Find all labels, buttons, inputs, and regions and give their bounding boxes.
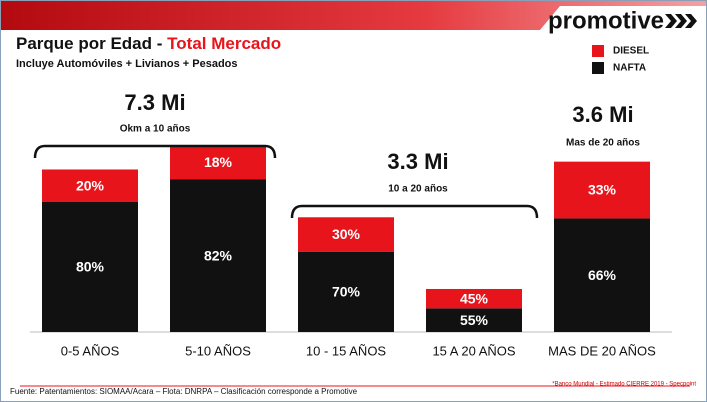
- group-label: Mas de 20 años: [566, 138, 640, 149]
- group-bracket: [290, 204, 539, 219]
- value-label: 45%: [460, 290, 489, 306]
- legend-swatch: [592, 45, 604, 57]
- source: Fuente: Patentamientos: SIOMAA/Acara – F…: [10, 387, 358, 396]
- bar-segment: [170, 179, 266, 332]
- title-part: Total Mercado: [167, 34, 281, 53]
- bar-segment: [42, 201, 138, 332]
- value-label: 55%: [460, 312, 489, 328]
- legend-label: DIESEL: [613, 46, 649, 57]
- bar-segment: [426, 288, 522, 309]
- group-bracket: [33, 144, 277, 159]
- title-part: Parque por Edad -: [16, 34, 162, 53]
- value-label: 66%: [588, 267, 617, 283]
- legend-swatch: [592, 62, 604, 74]
- bar-segment: [298, 217, 394, 252]
- group-total: 3.3 Mi: [387, 149, 448, 174]
- logo-chevrons: [665, 14, 697, 28]
- group-label: 10 a 20 años: [388, 184, 448, 195]
- group-total: 3.6 Mi: [572, 102, 633, 127]
- x-tick-label: 5-10 AÑOS: [185, 343, 251, 358]
- value-label: 20%: [76, 177, 105, 193]
- group-total: 7.3 Mi: [124, 90, 185, 115]
- value-label: 80%: [76, 259, 105, 275]
- bar-segment: [426, 308, 522, 332]
- x-tick-label: MAS DE 20 AÑOS: [548, 343, 656, 358]
- value-label: 18%: [204, 154, 233, 170]
- legend-label: NAFTA: [613, 63, 646, 74]
- bar-segment: [170, 145, 266, 180]
- x-tick-label: 10 - 15 AÑOS: [306, 343, 387, 358]
- value-label: 82%: [204, 247, 233, 263]
- bar-segment: [42, 169, 138, 202]
- bar-segment: [554, 161, 650, 219]
- logo: promotive: [548, 7, 664, 34]
- value-label: 33%: [588, 182, 617, 198]
- x-tick-label: 0-5 AÑOS: [61, 343, 120, 358]
- chart-title: Parque por Edad - Total Mercado: [16, 34, 281, 53]
- value-label: 70%: [332, 284, 361, 300]
- bar-segment: [298, 251, 394, 332]
- group-label: Okm a 10 años: [120, 124, 191, 135]
- bar-segment: [554, 218, 650, 332]
- subtitle: Incluye Automóviles + Livianos + Pesados: [16, 58, 238, 70]
- footnote: *Banco Mundial - Estimado CIERRE 2019 - …: [552, 382, 696, 388]
- x-tick-label: 15 A 20 AÑOS: [432, 343, 515, 358]
- top-band: [1, 1, 706, 30]
- value-label: 30%: [332, 226, 361, 242]
